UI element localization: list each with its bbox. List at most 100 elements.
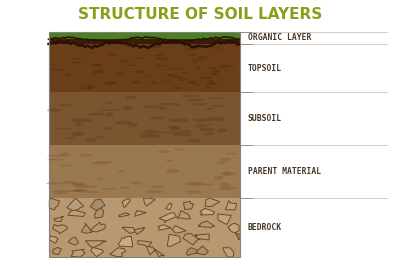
Polygon shape — [223, 172, 231, 176]
Polygon shape — [166, 169, 179, 173]
Text: SUBSOIL: SUBSOIL — [248, 114, 282, 123]
Polygon shape — [169, 118, 189, 122]
Polygon shape — [125, 95, 136, 99]
Polygon shape — [158, 151, 171, 153]
Polygon shape — [66, 73, 72, 76]
Polygon shape — [131, 181, 142, 185]
Polygon shape — [217, 128, 227, 132]
Polygon shape — [54, 128, 72, 129]
Polygon shape — [73, 189, 88, 192]
Bar — [48, 32, 240, 39]
Polygon shape — [184, 49, 196, 50]
Polygon shape — [143, 130, 162, 134]
Polygon shape — [51, 69, 64, 70]
Polygon shape — [216, 161, 226, 164]
Polygon shape — [70, 62, 82, 63]
Text: ORGANIC LAYER: ORGANIC LAYER — [248, 33, 311, 42]
Polygon shape — [219, 187, 237, 190]
Polygon shape — [86, 241, 106, 247]
Polygon shape — [185, 190, 201, 193]
Polygon shape — [218, 214, 231, 224]
Polygon shape — [49, 198, 60, 210]
Polygon shape — [193, 118, 210, 122]
Polygon shape — [211, 105, 226, 107]
Polygon shape — [82, 191, 99, 193]
Bar — [48, 32, 240, 257]
Polygon shape — [166, 160, 173, 162]
Polygon shape — [212, 47, 221, 49]
Polygon shape — [91, 64, 102, 67]
Polygon shape — [52, 190, 68, 194]
Polygon shape — [222, 172, 237, 176]
Polygon shape — [186, 248, 200, 256]
Polygon shape — [205, 83, 218, 85]
Polygon shape — [191, 47, 200, 49]
Polygon shape — [174, 148, 185, 150]
Polygon shape — [73, 58, 80, 59]
Polygon shape — [158, 225, 171, 230]
Polygon shape — [166, 203, 172, 210]
Polygon shape — [95, 208, 104, 218]
Polygon shape — [101, 188, 117, 189]
Polygon shape — [108, 55, 118, 56]
Polygon shape — [175, 104, 182, 106]
Polygon shape — [191, 103, 207, 105]
Polygon shape — [155, 57, 169, 60]
Polygon shape — [188, 98, 205, 102]
Bar — [48, 44, 240, 92]
Polygon shape — [195, 234, 209, 240]
Polygon shape — [120, 60, 129, 62]
Polygon shape — [134, 227, 145, 234]
Polygon shape — [198, 221, 215, 227]
Polygon shape — [86, 52, 96, 53]
Polygon shape — [122, 199, 131, 207]
Polygon shape — [71, 132, 85, 136]
Polygon shape — [154, 249, 165, 257]
Polygon shape — [153, 54, 164, 56]
Polygon shape — [159, 213, 176, 223]
Polygon shape — [67, 198, 84, 210]
Polygon shape — [68, 210, 86, 217]
Polygon shape — [54, 216, 64, 222]
Polygon shape — [122, 227, 135, 234]
Polygon shape — [58, 104, 73, 106]
Polygon shape — [75, 123, 83, 126]
Polygon shape — [72, 182, 86, 185]
Polygon shape — [144, 198, 155, 206]
Polygon shape — [71, 249, 85, 257]
Polygon shape — [110, 248, 126, 257]
Polygon shape — [210, 73, 218, 75]
Polygon shape — [161, 81, 170, 82]
Polygon shape — [214, 176, 223, 180]
Polygon shape — [117, 170, 125, 172]
Polygon shape — [200, 208, 214, 215]
Polygon shape — [196, 67, 201, 69]
Polygon shape — [47, 159, 65, 160]
Polygon shape — [181, 130, 193, 132]
Polygon shape — [84, 186, 97, 188]
Polygon shape — [211, 70, 221, 73]
Polygon shape — [206, 117, 226, 121]
Polygon shape — [170, 127, 181, 131]
Polygon shape — [205, 86, 211, 89]
Polygon shape — [127, 123, 138, 127]
Text: STRUCTURE OF SOIL LAYERS: STRUCTURE OF SOIL LAYERS — [78, 7, 322, 22]
Polygon shape — [59, 153, 71, 156]
Bar — [48, 92, 240, 145]
Polygon shape — [174, 76, 183, 78]
Polygon shape — [185, 182, 203, 186]
Polygon shape — [122, 106, 133, 110]
Polygon shape — [68, 237, 79, 245]
Polygon shape — [193, 59, 206, 60]
Polygon shape — [208, 68, 217, 69]
Polygon shape — [188, 54, 196, 56]
Polygon shape — [183, 233, 200, 245]
Polygon shape — [84, 86, 98, 87]
Polygon shape — [95, 70, 103, 71]
Polygon shape — [138, 240, 152, 247]
Polygon shape — [182, 95, 200, 97]
Polygon shape — [102, 127, 114, 130]
Polygon shape — [167, 234, 181, 247]
Text: PARENT MATERIAL: PARENT MATERIAL — [248, 167, 321, 176]
Polygon shape — [205, 198, 220, 207]
